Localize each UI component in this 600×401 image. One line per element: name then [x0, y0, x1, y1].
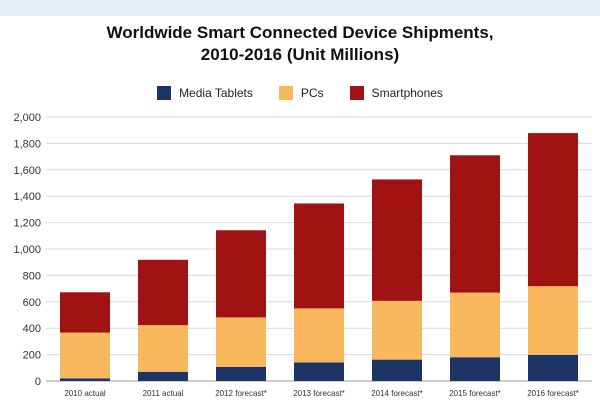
- x-tick-label: 2016 forecast*: [527, 389, 579, 398]
- x-tick-label: 2015 forecast*: [449, 389, 501, 398]
- legend-label-media-tablets: Media Tablets: [179, 86, 253, 100]
- chart-title-block: Worldwide Smart Connected Device Shipmen…: [0, 22, 600, 66]
- bar-smartphones: [294, 203, 344, 309]
- y-tick-label: 800: [23, 270, 41, 282]
- y-tick-label: 1,000: [13, 244, 41, 256]
- bar-media-tablets: [216, 366, 266, 381]
- bar-media-tablets: [294, 362, 344, 381]
- chart-legend: Media Tablets PCs Smartphones: [0, 86, 600, 100]
- bar-media-tablets: [138, 371, 188, 381]
- y-tick-label: 1,600: [13, 165, 41, 177]
- bar-pcs: [294, 308, 344, 363]
- y-tick-label: 0: [35, 376, 41, 388]
- x-tick-label: 2011 actual: [143, 389, 184, 398]
- y-tick-label: 1,800: [13, 138, 41, 150]
- chart-subtitle: 2010-2016 (Unit Millions): [200, 45, 400, 64]
- bar-pcs: [60, 332, 110, 379]
- y-tick-label: 400: [23, 323, 41, 335]
- bar-smartphones: [372, 179, 422, 301]
- legend-swatch-pcs: [278, 86, 293, 100]
- y-tick-label: 2,000: [13, 112, 41, 124]
- x-tick-label: 2013 forecast*: [293, 389, 345, 398]
- bar-pcs: [528, 286, 578, 355]
- bar-media-tablets: [528, 354, 578, 381]
- bar-smartphones: [450, 155, 500, 293]
- legend-label-pcs: PCs: [300, 86, 324, 100]
- top-band: [0, 0, 600, 16]
- bar-smartphones: [138, 259, 188, 326]
- legend-swatch-smartphones: [349, 86, 364, 100]
- legend-item-smartphones: Smartphones: [349, 86, 443, 100]
- y-tick-label: 1,200: [13, 218, 41, 230]
- legend-label-smartphones: Smartphones: [371, 86, 443, 100]
- bar-pcs: [216, 317, 266, 367]
- bar-smartphones: [216, 230, 266, 318]
- y-tick-label: 1,400: [13, 191, 41, 203]
- legend-swatch-media-tablets: [157, 86, 172, 100]
- legend-item-media-tablets: Media Tablets: [157, 86, 253, 100]
- chart-title: Worldwide Smart Connected Device Shipmen…: [106, 23, 494, 42]
- bar-pcs: [450, 292, 500, 358]
- x-tick-label: 2012 forecast*: [215, 389, 267, 398]
- legend-item-pcs: PCs: [278, 86, 324, 100]
- x-tick-label: 2014 forecast*: [371, 389, 423, 398]
- y-tick-label: 200: [23, 350, 41, 362]
- bar-media-tablets: [450, 357, 500, 381]
- y-tick-label: 600: [23, 297, 41, 309]
- bar-pcs: [138, 325, 188, 372]
- bar-media-tablets: [372, 359, 422, 381]
- bar-media-tablets: [60, 378, 110, 381]
- bar-pcs: [372, 300, 422, 360]
- bar-smartphones: [528, 133, 578, 287]
- x-tick-label: 2010 actual: [64, 389, 106, 398]
- bar-smartphones: [60, 292, 110, 333]
